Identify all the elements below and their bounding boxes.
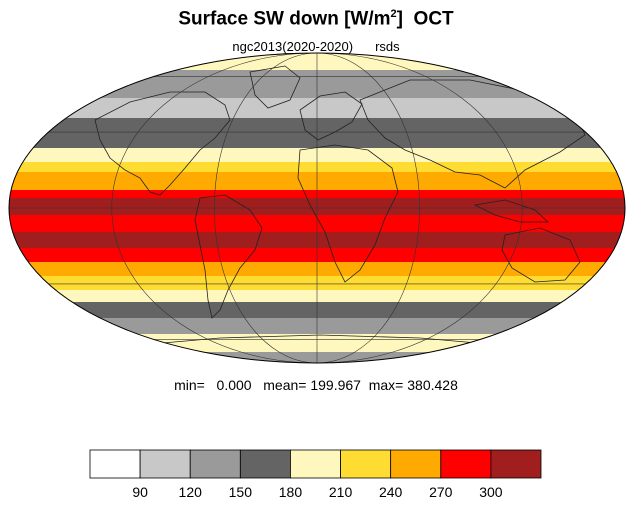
map-statistics: min= 0.000 mean= 199.967 max= 380.428: [0, 377, 632, 393]
colorbar-tick-label: 300: [479, 484, 503, 500]
stat-mean-label: mean=: [263, 377, 307, 393]
colorbar-box: [340, 449, 392, 479]
colorbar-tick-label: 180: [279, 484, 303, 500]
stat-min-label: min=: [174, 377, 205, 393]
colorbar-tick-label: 90: [132, 484, 148, 500]
plot-subtitle: ngc2013(2020-2020) rsds: [0, 39, 632, 54]
australia-outline: [501, 227, 581, 283]
colorbar-box: [189, 449, 241, 479]
subtitle-variable: rsds: [375, 39, 400, 54]
colorbar-box: [139, 449, 191, 479]
colorbar-tick-label: 120: [179, 484, 203, 500]
colorbar-box: [390, 449, 442, 479]
europe-outline: [299, 91, 363, 141]
colorbar-box: [290, 449, 341, 479]
colorbar-tick-label: 150: [229, 484, 253, 500]
asia-outline: [359, 79, 586, 189]
title-close: ]: [396, 8, 403, 30]
colorbar-box: [440, 449, 492, 479]
subtitle-experiment: ngc2013(2020-2020): [232, 39, 354, 54]
stat-max-label: max=: [368, 377, 404, 393]
colorbar-box: [89, 449, 141, 479]
colorbar-box: [239, 449, 291, 479]
north-america-outline: [94, 91, 231, 196]
globe-border: [8, 52, 626, 364]
title-month: OCT: [413, 8, 454, 30]
indonesia-outline: [473, 199, 550, 223]
title-main: Surface SW down [W/m: [178, 8, 391, 30]
stat-mean-value: 199.967: [310, 377, 361, 393]
colorbar-tick-label: 270: [429, 484, 453, 500]
continent-outlines: [94, 65, 586, 346]
title-sup: 2: [390, 8, 397, 20]
antarctica-outline: [139, 334, 501, 346]
colorbar-boxes: [89, 449, 542, 479]
colorbar-box: [490, 449, 542, 479]
stat-max-value: 380.428: [407, 377, 458, 393]
africa-outline: [297, 144, 399, 283]
plot-title: Surface SW down [W/m2] OCT: [0, 8, 632, 30]
greenland-outline: [249, 65, 301, 109]
colorbar-tick-label: 240: [379, 484, 403, 500]
south-america-outline: [194, 194, 263, 319]
colorbar-tick-label: 210: [329, 484, 353, 500]
colorbar-labels: 90 120 150 180 210 240 270 300: [132, 484, 502, 500]
stat-min-value: 0.000: [216, 377, 252, 393]
